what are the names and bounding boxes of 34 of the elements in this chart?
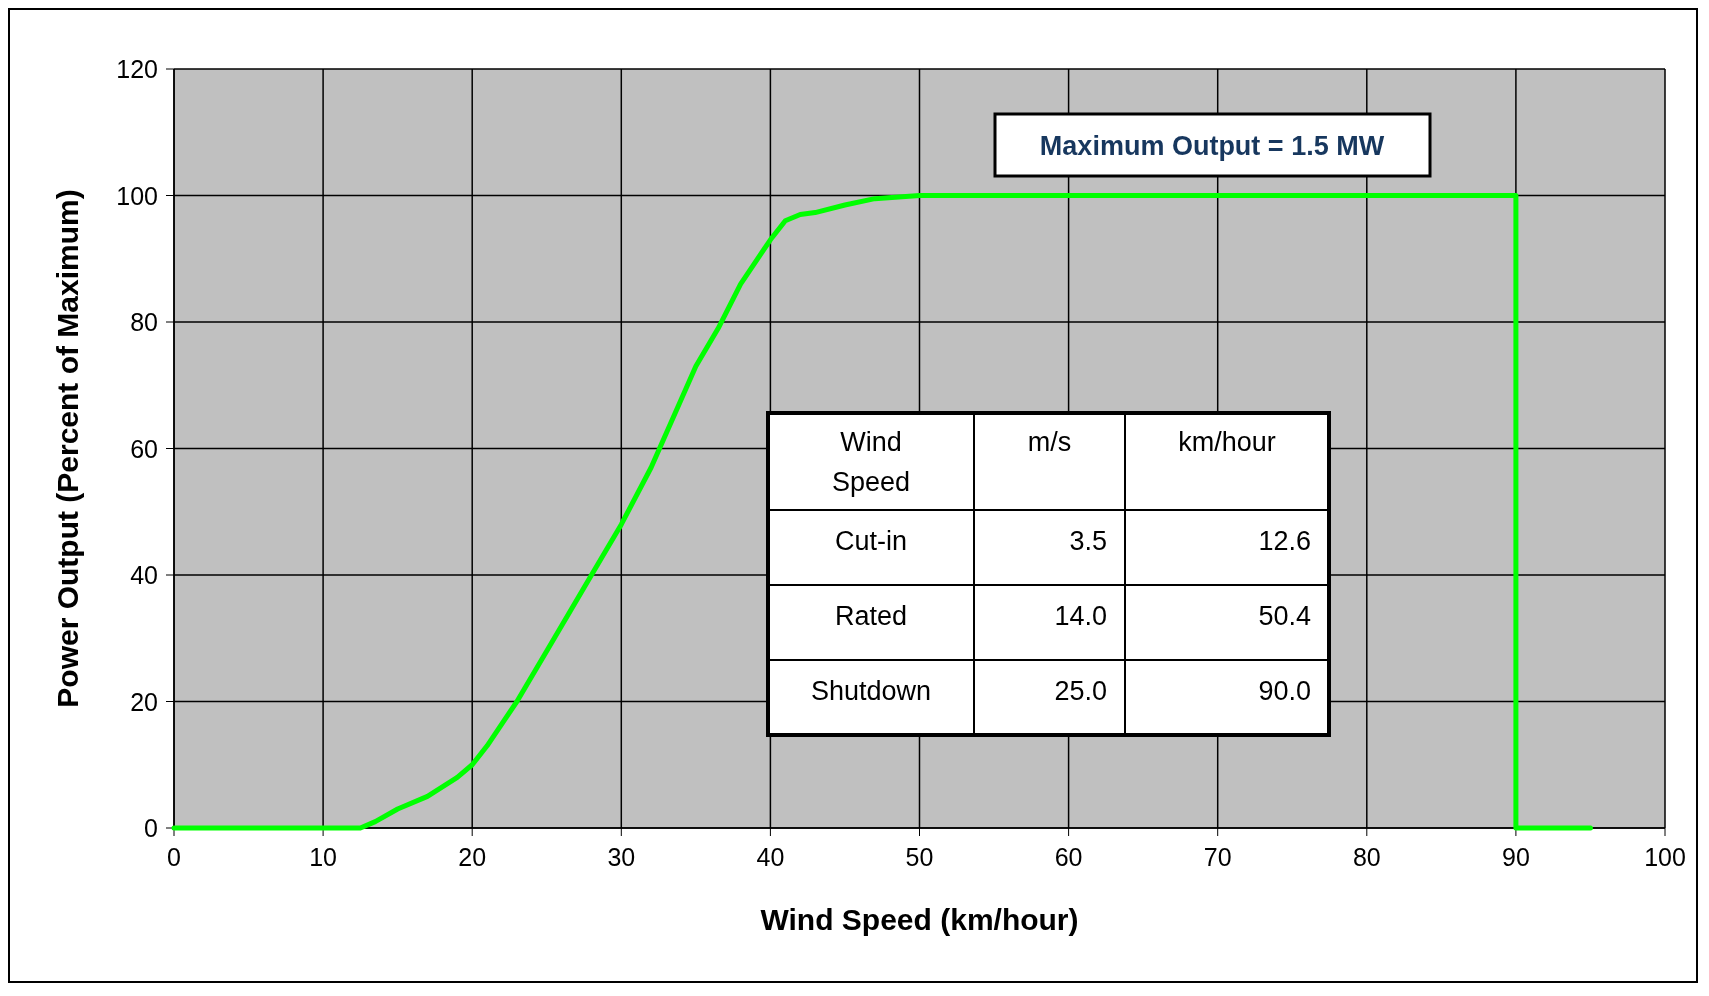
annotation: 14.0 [1054,601,1107,631]
x-tick-label: 50 [905,843,934,871]
x-tick-label: 70 [1203,843,1232,871]
annotation: m/s [1027,427,1072,457]
annotation: km/hour [1178,427,1276,457]
y-tick-label: 0 [144,814,158,842]
annotation: Wind Speed [831,427,911,497]
x-tick-label: 0 [167,843,181,871]
x-tick-label: 90 [1501,843,1530,871]
annotation: 90.0 [1258,676,1311,706]
annotation: Shutdown [810,676,932,706]
annotation: Cut-in [834,526,908,556]
y-tick-label: 80 [130,308,158,336]
y-axis-title: Power Output (Percent of Maximum) [51,189,84,708]
x-axis-title: Wind Speed (km/hour) [760,903,1079,936]
x-tick-label: 20 [458,843,487,871]
annotation: Maximum Output = 1.5 MW [1039,131,1385,161]
note-box: Maximum Output = 1.5 MW [993,112,1432,178]
x-tick-label: 60 [1054,843,1083,871]
x-tick-label: 10 [309,843,338,871]
x-tick-label: 30 [607,843,636,871]
y-tick-label: 100 [116,181,158,210]
x-tick-label: 100 [1644,843,1686,871]
x-tick-label: 80 [1352,843,1381,871]
annotation: 50.4 [1258,601,1311,631]
annotation: Rated [834,601,908,631]
annotation: 12.6 [1258,526,1311,556]
y-tick-label: 120 [116,55,158,83]
y-tick-label: 40 [130,561,158,589]
y-tick-label: 60 [130,434,158,463]
annotation: 25.0 [1054,676,1107,706]
y-tick-label: 20 [130,687,158,716]
x-tick-label: 40 [756,843,785,871]
annotation: 3.5 [1069,526,1107,556]
